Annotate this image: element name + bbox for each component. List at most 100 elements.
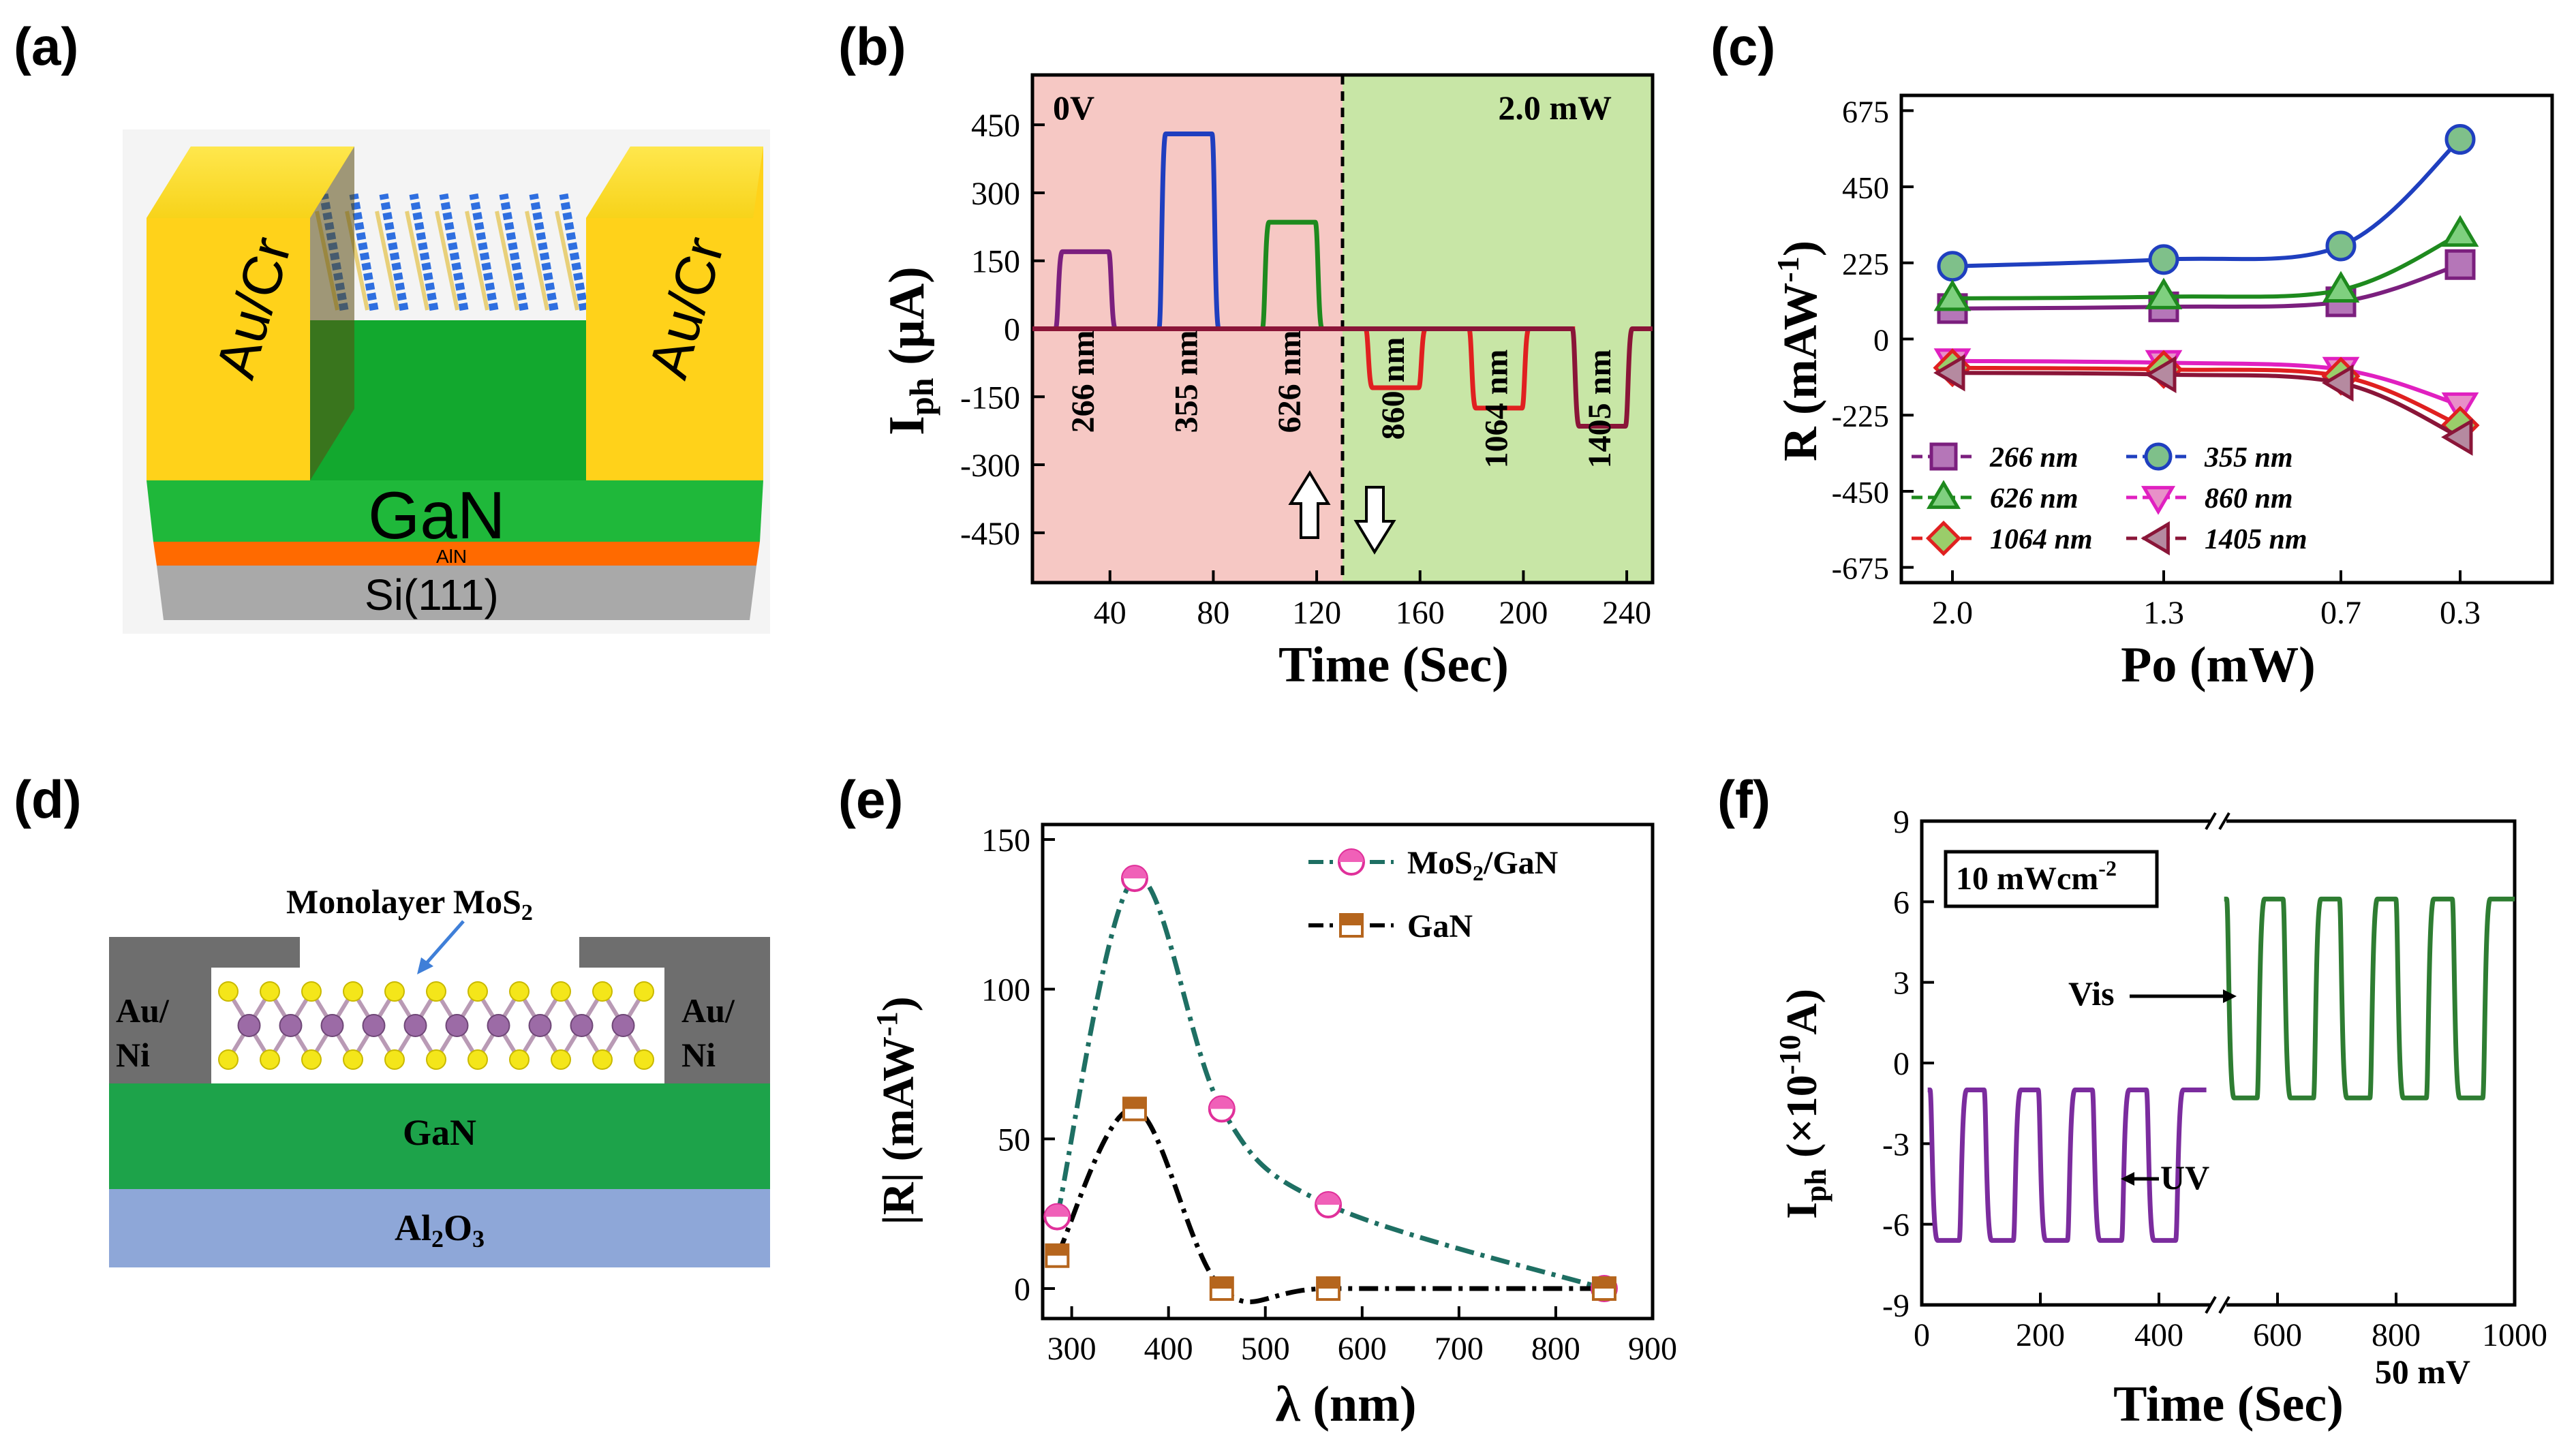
b-ytick-label: -300: [960, 448, 1020, 484]
e-xtick-label: 800: [1531, 1331, 1580, 1367]
b-series-label: 626 nm: [1272, 330, 1308, 433]
sulfur-atom: [343, 1049, 363, 1070]
panel-b-photocurrent-chart: (b) 450 300 150 0 -150 -300 -450 40 80 120 160 200 2…: [838, 16, 1655, 693]
f-ytick-label: 9: [1893, 804, 1910, 840]
right-electrode: [579, 937, 770, 1083]
panel-c-responsivity-chart: (c) 675 450 225 0 -225 -450 -675 2.0 1.3 0.7 0.3 2…: [1711, 16, 2554, 693]
sulfur-atom: [634, 981, 654, 1002]
c-legend-label: 860 nm: [2205, 483, 2293, 514]
molybdenum-atom: [528, 1014, 552, 1037]
si-label: Si(111): [365, 570, 499, 619]
sulfur-atom: [509, 981, 530, 1002]
al2o3-substrate: [109, 1189, 770, 1267]
mos2-title: Monolayer MoS2: [286, 882, 533, 925]
b-series-2: [1032, 219, 1368, 331]
molybdenum-atom: [570, 1014, 594, 1037]
c-data-point: [2148, 244, 2179, 275]
sulfur-atom: [426, 1049, 446, 1070]
c-series-line: [1952, 232, 2462, 301]
sulfur-atom: [218, 1049, 239, 1070]
c-data-point: [2444, 124, 2476, 155]
e-x-axis-title: λ (nm): [1276, 1376, 1417, 1432]
gan-label-d: GaN: [403, 1112, 476, 1153]
e-legend-marker-gan-fill: [1340, 914, 1362, 925]
molybdenum-atom: [403, 1014, 427, 1037]
left-electrode-label-1: Au/: [116, 991, 170, 1030]
b-series-3: [1032, 326, 1472, 390]
sulfur-atom: [301, 981, 322, 1002]
f-ytick-label: 3: [1893, 966, 1910, 1002]
nanowire-shadow: [555, 211, 579, 311]
e-point-mos2gan-fill: [1209, 1096, 1234, 1109]
c-series-line: [1952, 358, 2461, 407]
f-vis-label: Vis: [2068, 974, 2115, 1013]
sulfur-atom: [426, 981, 446, 1002]
sulfur-atom: [384, 981, 405, 1002]
c-xtick-label: 2.0: [1932, 595, 1973, 631]
c-legend-label: 1405 nm: [2205, 524, 2307, 555]
c-data-point: [2322, 271, 2360, 303]
e-point-gan-fill: [1046, 1244, 1069, 1256]
mos2-pointer-head-icon: [417, 957, 433, 974]
c-ytick-label: 225: [1842, 247, 1889, 281]
c-data-point: [1933, 279, 1972, 311]
panel-d-device-schematic: (d) Monolayer MoS2 Au/ Ni Au/ Ni GaN Al2…: [14, 769, 770, 1267]
molybdenum-atom: [362, 1014, 386, 1037]
f-power-label: 10 mWcm-2: [1956, 856, 2117, 897]
e-plot-frame: [1041, 822, 1655, 1321]
gan-layer: [147, 480, 763, 542]
e-ytick-label: 100: [981, 972, 1030, 1008]
f-xtick-label: 600: [2253, 1317, 2302, 1353]
e-point-gan-fill: [1317, 1278, 1340, 1289]
e-point-mos2gan-fill: [1045, 1204, 1070, 1217]
f-axis-break-mark: [2218, 812, 2230, 831]
panel-e-label: (e): [838, 769, 903, 829]
f-ytick-label: 6: [1893, 884, 1910, 921]
mos2-monolayer: [218, 981, 654, 1070]
sulfur-atom: [509, 1049, 530, 1070]
e-xtick-label: 300: [1047, 1331, 1097, 1367]
si-substrate: [157, 566, 756, 620]
c-ytick-label: 675: [1842, 94, 1889, 129]
f-power-box: [1944, 850, 2159, 908]
c-legend-label: 266 nm: [1989, 442, 2079, 474]
c-series-line: [1952, 365, 2462, 427]
e-point-gan-fill: [1123, 1098, 1146, 1109]
sulfur-atom: [634, 1049, 654, 1070]
gan-label: GaN: [368, 478, 506, 553]
e-ytick-label: 0: [1014, 1272, 1030, 1308]
molybdenum-atom: [445, 1014, 469, 1037]
right-contact: [586, 147, 763, 480]
b-y-axis-title: Iph (μA): [879, 266, 940, 435]
c-data-point: [2145, 356, 2177, 394]
e-y-axis-title: |R| (mAW-1): [870, 996, 923, 1224]
c-xtick-label: 1.3: [2143, 595, 2184, 631]
sulfur-atom: [551, 1049, 571, 1070]
gan-layer-d: [109, 1083, 770, 1189]
c-series-line: [1952, 262, 2461, 311]
panel-f-label: (f): [1717, 769, 1770, 829]
c-legend-marker: [2144, 442, 2173, 471]
left-electrode-label-2: Ni: [116, 1036, 150, 1074]
b-ytick-label: 0: [1004, 312, 1020, 348]
nanowire: [469, 193, 499, 311]
b-ytick-label: -450: [960, 516, 1020, 552]
f-series-uv: [1927, 1087, 2207, 1243]
e-xtick-label: 700: [1435, 1331, 1484, 1367]
c-data-point: [2145, 277, 2183, 309]
b-region-label: 0V: [1053, 89, 1094, 127]
molybdenum-atom: [237, 1014, 261, 1037]
f-vis-arrow-icon: [2223, 989, 2237, 1003]
b-xtick-label: 160: [1396, 595, 1445, 631]
nanowire: [349, 193, 379, 311]
c-y-axis-title: R (mAW-1): [1770, 241, 1827, 461]
e-xtick-label: 500: [1241, 1331, 1290, 1367]
c-data-point: [1937, 251, 1968, 282]
panel-b-label: (b): [838, 16, 906, 76]
panel-e-responsivity-chart: (e) 0 50 100 150 300 400 500 600 700 800 900 MoS2/…: [838, 769, 1677, 1432]
b-ytick-label: -150: [960, 380, 1020, 416]
right-contact-top: [586, 147, 763, 218]
b-ytick-label: 300: [971, 176, 1020, 212]
sulfur-atom: [467, 1049, 488, 1070]
